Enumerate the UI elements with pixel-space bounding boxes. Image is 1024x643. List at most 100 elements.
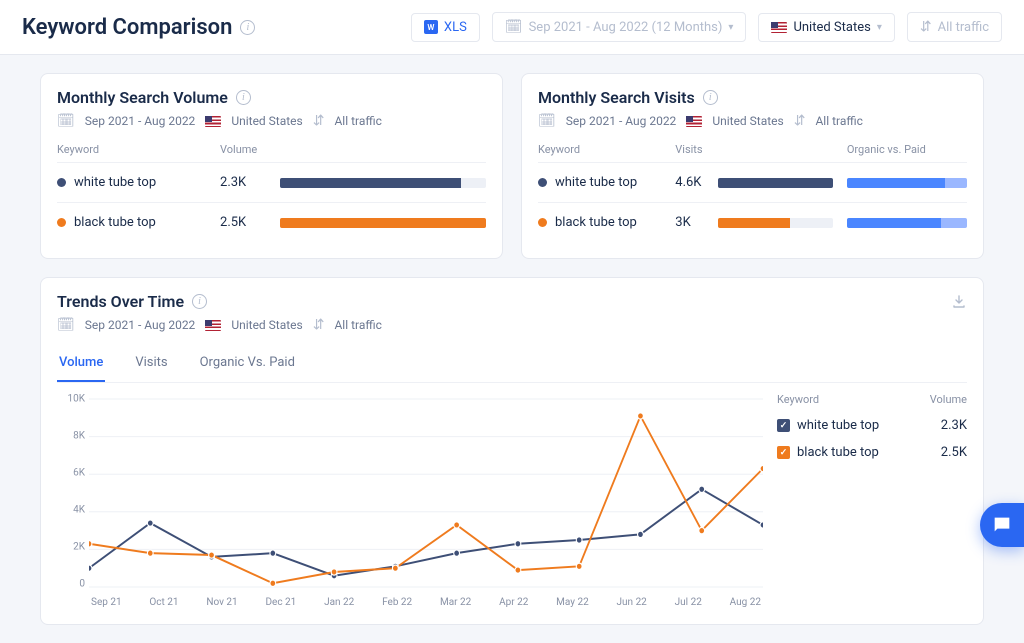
series-dot-icon xyxy=(538,218,547,227)
content: Monthly Search Volume i 🗓 Sep 2021 - Aug… xyxy=(0,55,1024,643)
legend-col-kw: Keyword xyxy=(777,393,819,406)
info-icon[interactable]: i xyxy=(192,294,207,309)
y-tick-label: 0 xyxy=(79,579,85,590)
card-traffic: All traffic xyxy=(815,114,862,128)
card-head: Monthly Search Volume i xyxy=(57,88,486,107)
table-head: KeywordVolume xyxy=(57,143,486,163)
download-icon[interactable] xyxy=(951,294,967,314)
table-head: KeywordVisitsOrganic vs. Paid xyxy=(538,143,967,163)
info-icon[interactable]: i xyxy=(703,90,718,105)
cards-row: Monthly Search Volume i 🗓 Sep 2021 - Aug… xyxy=(40,73,984,259)
y-axis-labels: 02K4K6K8K10K xyxy=(57,393,85,590)
bar-cell xyxy=(718,178,847,188)
tab-organic-vs-paid[interactable]: Organic Vs. Paid xyxy=(198,347,297,382)
legend-checkbox-icon: ✓ xyxy=(777,419,790,432)
y-tick-label: 4K xyxy=(73,505,85,516)
traffic-icon: ⇵ xyxy=(920,19,932,35)
card-country: United States xyxy=(231,318,302,332)
table-body: white tube top 2.3K black tube top 2.5K xyxy=(57,163,486,242)
keyword-cell: black tube top xyxy=(538,215,675,230)
y-tick-label: 10K xyxy=(67,393,85,404)
card-title: Monthly Search Volume xyxy=(57,88,228,107)
page-title-text: Keyword Comparison xyxy=(22,15,232,40)
series-dot-icon xyxy=(57,178,66,187)
legend-row[interactable]: ✓ white tube top 2.3K xyxy=(777,412,967,439)
chart-legend: Keyword Volume ✓ white tube top 2.3K ✓ b… xyxy=(777,393,967,608)
card-title: Monthly Search Visits xyxy=(538,88,695,107)
card-date-range: Sep 2021 - Aug 2022 xyxy=(85,114,196,128)
card-date-range: Sep 2021 - Aug 2022 xyxy=(566,114,677,128)
card-trends: Trends Over Time i 🗓 Sep 2021 - Aug 2022… xyxy=(40,277,984,625)
keyword-text: white tube top xyxy=(555,175,637,190)
tab-volume[interactable]: Volume xyxy=(57,347,105,382)
traffic-icon: ⇵ xyxy=(313,317,325,333)
col-keyword: Keyword xyxy=(538,143,675,156)
x-tick-label: Feb 22 xyxy=(382,597,412,608)
card-traffic: All traffic xyxy=(334,114,381,128)
value-cell: 3K xyxy=(675,215,718,230)
y-tick-label: 2K xyxy=(73,542,85,553)
card-sub: 🗓 Sep 2021 - Aug 2022 United States ⇵ Al… xyxy=(57,317,967,333)
traffic-icon: ⇵ xyxy=(794,113,806,129)
keyword-text: white tube top xyxy=(74,175,156,190)
x-tick-label: May 22 xyxy=(556,597,589,608)
card-head: Monthly Search Visits i xyxy=(538,88,967,107)
card-date-range: Sep 2021 - Aug 2022 xyxy=(85,318,196,332)
card-traffic: All traffic xyxy=(334,318,381,332)
legend-body: ✓ white tube top 2.3K ✓ black tube top 2… xyxy=(777,412,967,466)
card-search-volume: Monthly Search Volume i 🗓 Sep 2021 - Aug… xyxy=(40,73,503,259)
chevron-down-icon: ▾ xyxy=(877,22,882,33)
x-axis-labels: Sep 21Oct 21Nov 21Dec 21Jan 22Feb 22Mar … xyxy=(89,597,763,608)
card-search-visits: Monthly Search Visits i 🗓 Sep 2021 - Aug… xyxy=(521,73,984,259)
x-tick-label: Oct 21 xyxy=(149,597,178,608)
keyword-row: white tube top 4.6K xyxy=(538,163,967,203)
bar-cell xyxy=(280,178,486,188)
x-tick-label: Mar 22 xyxy=(440,597,471,608)
col-volume: Volume xyxy=(220,143,280,156)
bar-cell xyxy=(718,218,847,228)
traffic-icon: ⇵ xyxy=(313,113,325,129)
calendar-icon: 🗓 xyxy=(505,19,523,35)
keyword-cell: white tube top xyxy=(57,175,220,190)
ovp-cell xyxy=(847,178,967,188)
keyword-text: black tube top xyxy=(74,215,156,230)
line-chart xyxy=(89,393,763,593)
series-dot-icon xyxy=(538,178,547,187)
legend-row[interactable]: ✓ black tube top 2.5K xyxy=(777,439,967,466)
keyword-row: black tube top 2.5K xyxy=(57,203,486,242)
table-body: white tube top 4.6K black tube top xyxy=(538,163,967,242)
info-icon[interactable]: i xyxy=(236,90,251,105)
x-tick-label: Jun 22 xyxy=(617,597,647,608)
country-label: United States xyxy=(793,20,870,35)
calendar-icon: 🗓 xyxy=(57,113,75,129)
legend-checkbox-icon: ✓ xyxy=(777,446,790,459)
x-tick-label: Nov 21 xyxy=(206,597,237,608)
export-xls-button[interactable]: W XLS xyxy=(411,13,480,42)
chevron-down-icon: ▾ xyxy=(728,22,733,33)
chat-widget[interactable] xyxy=(980,503,1024,547)
chart-wrap: 02K4K6K8K10K Sep 21Oct 21Nov 21Dec 21Jan… xyxy=(57,393,967,608)
x-tick-label: Dec 21 xyxy=(265,597,296,608)
bar-cell xyxy=(280,218,486,228)
traffic-label: All traffic xyxy=(938,20,989,35)
legend-keyword: white tube top xyxy=(797,418,879,433)
calendar-icon: 🗓 xyxy=(538,113,556,129)
y-tick-label: 8K xyxy=(73,430,85,441)
tab-visits[interactable]: Visits xyxy=(133,347,169,382)
country-select[interactable]: United States ▾ xyxy=(758,13,894,42)
traffic-filter-button[interactable]: ⇵ All traffic xyxy=(907,12,1002,42)
keyword-row: white tube top 2.3K xyxy=(57,163,486,203)
us-flag-icon xyxy=(205,320,221,331)
legend-keyword: black tube top xyxy=(797,445,879,460)
x-tick-label: Sep 21 xyxy=(91,597,122,608)
xls-label: XLS xyxy=(444,20,467,35)
x-tick-label: Jul 22 xyxy=(675,597,702,608)
legend-value: 2.3K xyxy=(941,418,967,433)
us-flag-icon xyxy=(686,116,702,127)
info-icon[interactable]: i xyxy=(240,20,255,35)
date-range-button[interactable]: 🗓 Sep 2021 - Aug 2022 (12 Months) ▾ xyxy=(492,12,747,42)
us-flag-icon xyxy=(205,116,221,127)
col-visits: Visits xyxy=(675,143,718,156)
keyword-cell: black tube top xyxy=(57,215,220,230)
date-range-label: Sep 2021 - Aug 2022 (12 Months) xyxy=(529,20,723,35)
